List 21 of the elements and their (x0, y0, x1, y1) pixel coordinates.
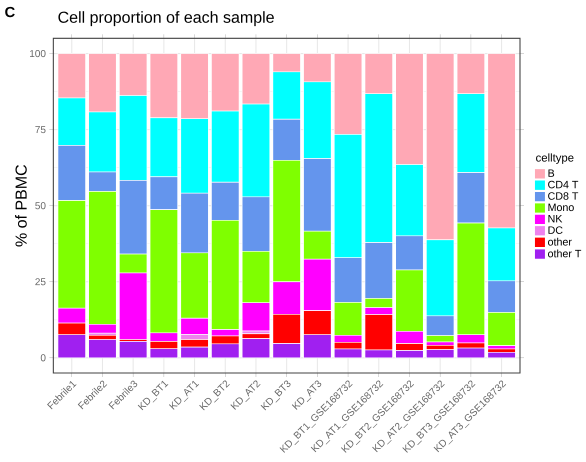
bar (88, 339, 117, 358)
legend-label: B (548, 169, 554, 177)
y-tick-label: 50 (35, 202, 46, 210)
legend-title: celltype (536, 153, 574, 164)
legend-label: other (548, 238, 572, 246)
legend-label: CD8 T (548, 192, 578, 200)
y-tick-label: 0 (40, 354, 46, 362)
legend-label: NK (548, 215, 562, 222)
y-tick-label: 75 (35, 126, 46, 134)
legend-label: Mono (548, 204, 574, 212)
legend-label: DC (548, 226, 563, 234)
legend-label: CD4 T (548, 180, 578, 188)
legend-label: other T (548, 250, 582, 258)
text: C (5, 6, 15, 18)
chart-title: Cell proportion of each sample (58, 11, 274, 26)
y-axis-title: % of PBMC (15, 164, 27, 246)
bar (426, 349, 454, 358)
y-tick-label: 100 (30, 50, 46, 58)
bar (487, 352, 516, 358)
y-tick-label: 25 (35, 278, 46, 286)
bar (119, 341, 148, 358)
